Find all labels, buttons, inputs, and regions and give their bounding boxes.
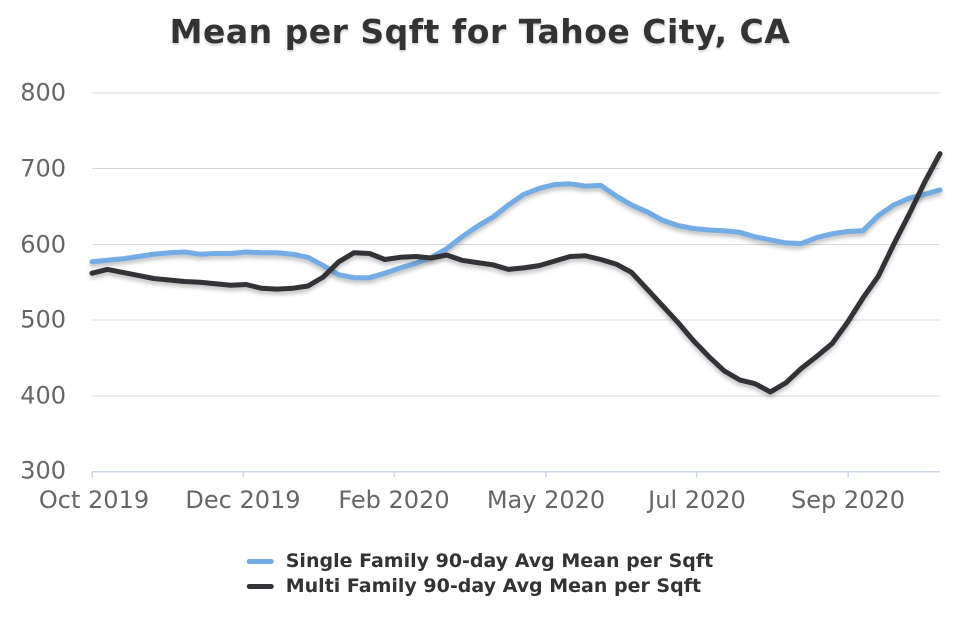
legend-item-single-family[interactable]: Single Family 90-day Avg Mean per Sqft — [246, 550, 714, 572]
series-line-single-family — [89, 181, 943, 281]
legend-label-multi-family: Multi Family 90-day Avg Mean per Sqft — [285, 575, 702, 597]
x-axis-label-sep-2020: Sep 2020 — [791, 486, 905, 514]
x-axis-label-dec-2019: Dec 2019 — [185, 486, 301, 514]
x-axis-label-feb-2020: Feb 2020 — [338, 486, 450, 514]
y-axis-label-700: 700 — [20, 154, 66, 183]
legend-label-single-family: Single Family 90-day Avg Mean per Sqft — [285, 550, 714, 572]
y-axis-label-500: 500 — [20, 305, 66, 334]
x-axis-label-jul-2020: Jul 2020 — [648, 486, 746, 514]
legend-swatch-single-family — [246, 558, 274, 564]
y-axis-label-800: 800 — [20, 78, 66, 107]
legend-item-multi-family[interactable]: Multi Family 90-day Avg Mean per Sqft — [246, 575, 702, 597]
legend: Single Family 90-day Avg Mean per Sqft M… — [246, 550, 714, 597]
chart-title: Mean per Sqft for Tahoe City, CA — [169, 12, 791, 51]
y-axis-label-600: 600 — [20, 230, 66, 259]
y-axis-label-400: 400 — [20, 381, 66, 410]
legend-swatch-multi-family — [246, 583, 274, 589]
y-axis-label-300: 300 — [20, 456, 66, 485]
x-axis-label-oct-2019: Oct 2019 — [38, 486, 150, 514]
series-line-multi-family — [89, 151, 943, 395]
x-axis-label-may-2020: May 2020 — [486, 486, 606, 514]
